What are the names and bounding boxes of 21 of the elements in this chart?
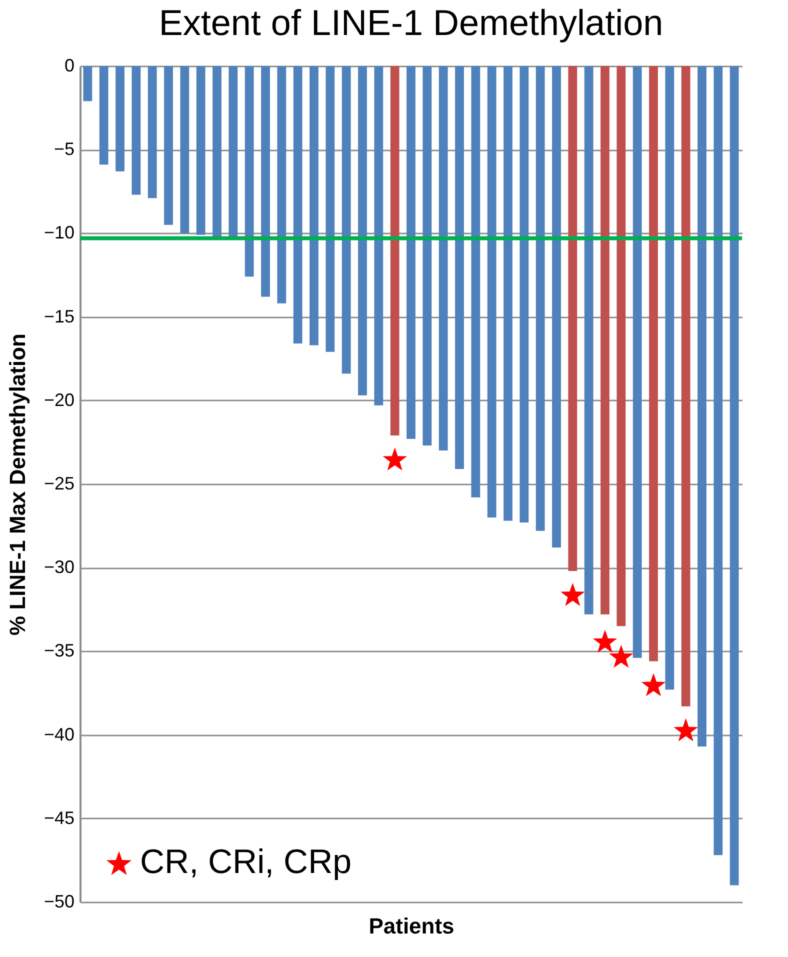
y-tick-label: −15: [44, 306, 74, 326]
legend-label: CR, CRi, CRp: [140, 843, 352, 881]
y-axis-title: % LINE-1 Max Demethylation: [4, 334, 30, 636]
point: [674, 718, 698, 742]
point: [592, 630, 618, 653]
y-tick-label: 0: [64, 56, 74, 76]
y-tick-label: −50: [44, 892, 74, 912]
point: [560, 582, 585, 606]
y-tick-label: −5: [54, 139, 74, 160]
point: [641, 673, 666, 696]
y-tick-label: −10: [44, 222, 74, 243]
y-tick-label: −25: [44, 474, 74, 494]
x-axis-title: Patients: [368, 914, 454, 938]
chart-title: Extent of LINE-1 Demethylation: [158, 2, 664, 43]
y-tick-label: −40: [44, 724, 74, 744]
point: [382, 447, 407, 471]
y-tick-label: −45: [44, 808, 74, 828]
y-tick-label: −35: [44, 640, 74, 661]
y-tick-label: −30: [44, 557, 74, 578]
y-tick-label: −20: [44, 390, 74, 410]
point: [609, 644, 634, 668]
